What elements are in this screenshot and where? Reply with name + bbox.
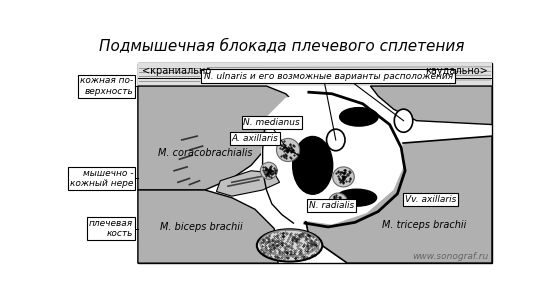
Text: мышечно -
кожный нере: мышечно - кожный нере bbox=[70, 169, 133, 188]
Polygon shape bbox=[261, 92, 405, 225]
Polygon shape bbox=[138, 86, 297, 190]
Text: каудально>: каудально> bbox=[426, 66, 488, 76]
Polygon shape bbox=[371, 86, 492, 124]
Ellipse shape bbox=[277, 138, 300, 161]
Text: M. coracobrachialis: M. coracobrachialis bbox=[158, 148, 252, 158]
Text: M. triceps brachii: M. triceps brachii bbox=[382, 220, 466, 230]
Text: N. ulnaris и его возможные варианты расположения: N. ulnaris и его возможные варианты расп… bbox=[204, 71, 453, 80]
Text: N. medianus: N. medianus bbox=[244, 118, 300, 127]
Ellipse shape bbox=[293, 136, 333, 194]
Ellipse shape bbox=[257, 229, 322, 262]
Ellipse shape bbox=[394, 109, 412, 132]
Text: N. radialis: N. radialis bbox=[309, 201, 355, 210]
Ellipse shape bbox=[340, 108, 378, 126]
Text: www.sonograf.ru: www.sonograf.ru bbox=[412, 253, 488, 262]
Polygon shape bbox=[138, 190, 278, 263]
Ellipse shape bbox=[260, 162, 277, 179]
Ellipse shape bbox=[327, 129, 345, 151]
Text: Подмышечная блокада плечевого сплетения: Подмышечная блокада плечевого сплетения bbox=[99, 38, 465, 53]
Ellipse shape bbox=[337, 189, 377, 206]
Text: кожная по-
верхность: кожная по- верхность bbox=[80, 76, 133, 96]
Ellipse shape bbox=[333, 167, 354, 187]
Ellipse shape bbox=[329, 193, 348, 210]
Bar bbox=[138, 63, 492, 263]
Bar bbox=[138, 63, 492, 86]
Text: <краниально: <краниально bbox=[142, 66, 211, 76]
Text: Vv. axillaris: Vv. axillaris bbox=[405, 195, 456, 204]
Polygon shape bbox=[217, 171, 279, 196]
Text: плечевая
кость: плечевая кость bbox=[89, 219, 133, 238]
Text: M. biceps brachii: M. biceps brachii bbox=[160, 222, 243, 232]
Polygon shape bbox=[305, 136, 492, 263]
Text: A. axillaris: A. axillaris bbox=[232, 134, 278, 143]
